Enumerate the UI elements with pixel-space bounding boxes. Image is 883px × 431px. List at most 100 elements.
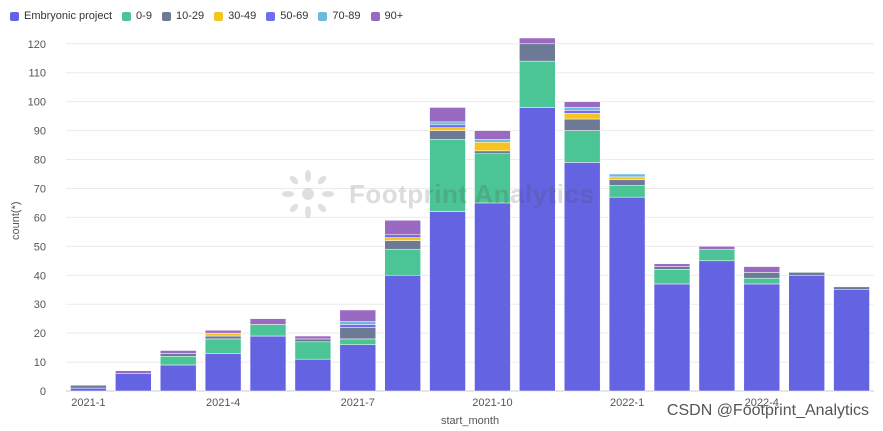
bar-segment[interactable]	[339, 309, 376, 322]
bar-segment[interactable]	[384, 234, 421, 238]
bar-segment[interactable]	[429, 121, 466, 126]
y-tick-label: 30	[34, 299, 46, 311]
bar-segment[interactable]	[564, 162, 601, 392]
bar-segment[interactable]	[653, 283, 691, 392]
bar-segment[interactable]	[519, 107, 556, 392]
legend-item[interactable]: 50-69	[266, 10, 308, 22]
bar-segment[interactable]	[160, 353, 197, 357]
legend-item[interactable]: 90+	[370, 10, 404, 22]
bar-segment[interactable]	[564, 110, 601, 114]
bar-segment[interactable]	[564, 112, 601, 120]
bar-segment[interactable]	[429, 124, 466, 128]
y-axis-label: count(*)	[10, 201, 22, 240]
bar-segment[interactable]	[339, 324, 376, 328]
bar-segment[interactable]	[429, 127, 466, 131]
bar-segment[interactable]	[743, 277, 780, 285]
legend-item[interactable]: 30-49	[214, 10, 256, 22]
bar-segment[interactable]	[384, 240, 421, 250]
bar-segment[interactable]	[698, 260, 736, 392]
bar-segment[interactable]	[429, 211, 466, 392]
bar-segment[interactable]	[204, 332, 242, 337]
bar-segment[interactable]	[564, 130, 601, 163]
bar-segment[interactable]	[743, 272, 780, 279]
legend-item[interactable]: 70-89	[318, 10, 361, 22]
bar-segment[interactable]	[698, 246, 736, 250]
bar-segment[interactable]	[743, 283, 780, 392]
bar-segment[interactable]	[204, 329, 242, 334]
bar-segment[interactable]	[294, 338, 332, 343]
bar-segment[interactable]	[429, 139, 466, 212]
bar-segment[interactable]	[608, 196, 646, 392]
legend-item[interactable]: 10-29	[161, 10, 204, 22]
bar-segment[interactable]	[249, 324, 287, 337]
bar-segment[interactable]	[249, 318, 287, 325]
bar-segment[interactable]	[653, 269, 691, 285]
bar-segment[interactable]	[249, 335, 287, 392]
y-tick-label: 0	[40, 386, 46, 398]
bar-segment[interactable]	[564, 107, 601, 111]
bar-segment[interactable]	[384, 220, 421, 236]
bar-segment[interactable]	[743, 266, 780, 273]
bar-segment[interactable]	[160, 364, 197, 392]
bar-segment[interactable]	[339, 344, 376, 392]
bar-segment[interactable]	[384, 275, 421, 392]
y-tick-label: 50	[34, 241, 46, 253]
bar-segment[interactable]	[833, 286, 870, 290]
legend-label: 70-89	[332, 10, 361, 22]
bar-segment[interactable]	[519, 60, 556, 108]
bar-segment[interactable]	[294, 358, 332, 392]
bar-segment[interactable]	[608, 176, 646, 181]
bar-segment[interactable]	[519, 37, 556, 45]
bar-segment[interactable]	[608, 173, 646, 178]
y-tick-label: 70	[34, 183, 46, 195]
bar-segment[interactable]	[474, 139, 511, 143]
bar-segment[interactable]	[339, 338, 376, 345]
legend-item[interactable]: Embryonic project	[10, 10, 112, 22]
bar-segment[interactable]	[160, 350, 197, 354]
bar-segment[interactable]	[294, 341, 332, 360]
bar-segment[interactable]	[115, 373, 152, 392]
bar-segment[interactable]	[384, 248, 421, 276]
bar-segment[interactable]	[339, 327, 376, 340]
legend-item[interactable]: 0-9	[122, 10, 152, 22]
bar-segment[interactable]	[160, 356, 197, 366]
bar-segment[interactable]	[70, 384, 107, 389]
bar-segment[interactable]	[788, 272, 825, 276]
bar-segment[interactable]	[653, 266, 691, 270]
bar-segment[interactable]	[429, 107, 466, 123]
bar-segment[interactable]	[833, 289, 870, 392]
bar-segment[interactable]	[698, 248, 736, 262]
bar-segment[interactable]	[384, 237, 421, 241]
x-axis-label: start_month	[441, 415, 500, 427]
bar-segment[interactable]	[70, 387, 107, 392]
bar-segment[interactable]	[474, 141, 511, 152]
bar-segment[interactable]	[339, 321, 376, 325]
legend-swatch	[370, 11, 380, 21]
bar-segment[interactable]	[653, 263, 691, 267]
chart-legend: Embryonic project 0-9 10-29 30-49 50-69 70-89…	[10, 10, 403, 22]
credit-text: CSDN @Footprint_Analytics	[666, 402, 869, 419]
x-tick-label: 2021-10	[472, 397, 512, 409]
bar-segment[interactable]	[204, 338, 242, 354]
bar-segment[interactable]	[294, 335, 332, 340]
bar-segment[interactable]	[474, 153, 511, 204]
bar-segment[interactable]	[608, 185, 646, 198]
legend-swatch	[10, 11, 19, 21]
y-tick-label: 120	[28, 39, 46, 51]
y-tick-label: 10	[34, 357, 46, 369]
grid-lines	[66, 43, 874, 392]
bar-segment[interactable]	[474, 202, 511, 392]
bar-segment[interactable]	[474, 150, 511, 154]
bar-segment[interactable]	[204, 335, 242, 340]
bar-segment[interactable]	[564, 101, 601, 108]
legend-label: 90+	[384, 10, 404, 22]
y-tick-label: 100	[28, 97, 46, 109]
bar-segment[interactable]	[474, 130, 511, 140]
bar-segment[interactable]	[564, 118, 601, 131]
bar-segment[interactable]	[608, 179, 646, 186]
bar-segment[interactable]	[429, 130, 466, 140]
bar-segment[interactable]	[204, 353, 242, 392]
bar-segment[interactable]	[115, 370, 152, 374]
bar-segment[interactable]	[788, 275, 825, 392]
bar-segment[interactable]	[519, 43, 556, 62]
